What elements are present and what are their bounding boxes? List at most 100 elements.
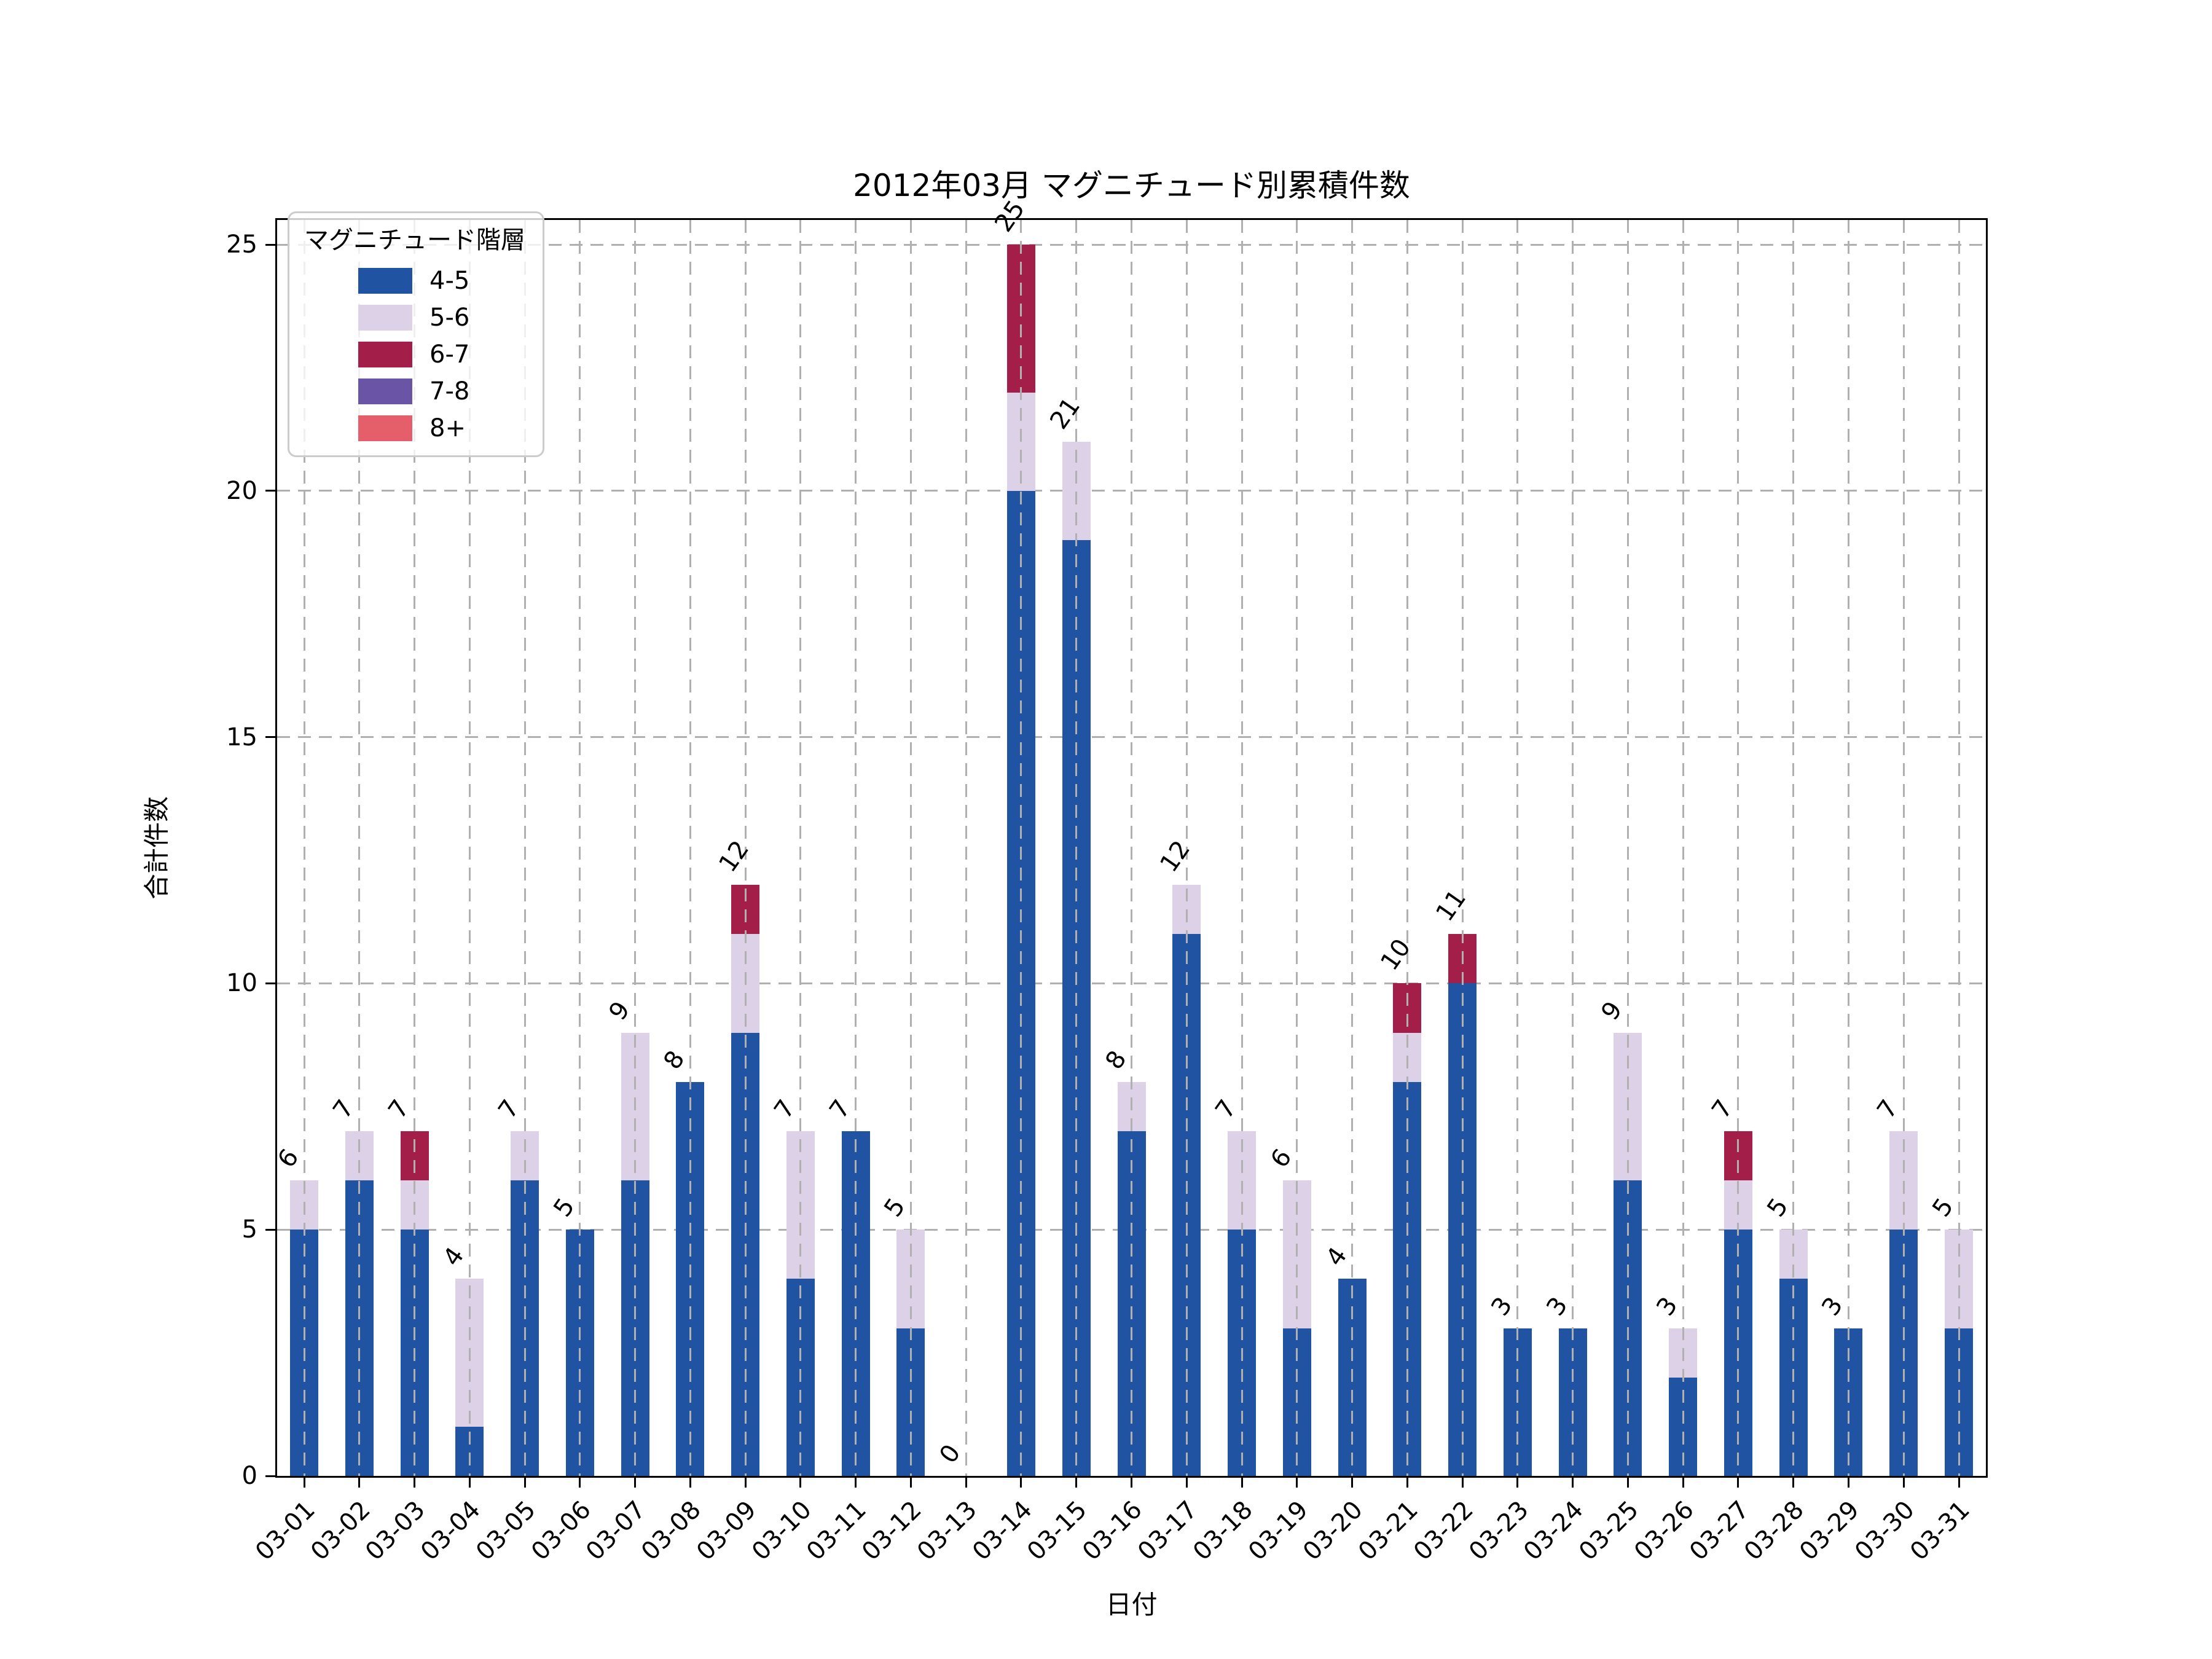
x-tick-label-text: 03-24	[1518, 1496, 1590, 1566]
x-tick-03-21	[1406, 1478, 1408, 1488]
x-tick-label-text: 03-29	[1794, 1496, 1865, 1566]
x-tick-label-text: 03-06	[525, 1496, 597, 1566]
x-tick-03-02	[358, 1478, 361, 1488]
v-gridline-03-04	[468, 220, 471, 1476]
y-tick-label-5: 5	[241, 1215, 257, 1244]
bar-total-label-03-30: 7	[1872, 1094, 1904, 1124]
x-tick-label-text: 03-30	[1849, 1496, 1920, 1566]
bar-total-label-03-07: 9	[603, 996, 636, 1026]
x-tick-03-28	[1792, 1478, 1795, 1488]
x-tick-03-01	[303, 1478, 305, 1488]
bar-total-label-03-05: 7	[493, 1094, 525, 1124]
bar-total-label-03-15: 21	[1045, 392, 1086, 434]
bar-total-label-03-13: 0	[934, 1439, 967, 1469]
x-tick-label-text: 03-14	[967, 1496, 1038, 1566]
v-gridline-03-21	[1406, 220, 1408, 1476]
v-gridline-03-31	[1958, 220, 1960, 1476]
y-tick-0	[265, 1475, 275, 1477]
x-tick-label-text: 03-10	[746, 1496, 817, 1566]
v-gridline-03-30	[1902, 220, 1905, 1476]
x-tick-label-text: 03-07	[581, 1496, 652, 1566]
x-tick-03-13	[965, 1478, 967, 1488]
v-gridline-03-17	[1185, 220, 1188, 1476]
bar-total-label-03-26: 3	[1651, 1292, 1684, 1321]
bar-total-label-03-27: 7	[1706, 1094, 1739, 1124]
v-gridline-03-10	[799, 220, 802, 1476]
x-tick-03-24	[1572, 1478, 1574, 1488]
v-gridline-03-15	[1075, 220, 1078, 1476]
v-gridline-03-24	[1572, 220, 1574, 1476]
x-tick-03-30	[1902, 1478, 1905, 1488]
legend-label-8+: 8+	[429, 414, 466, 442]
v-gridline-03-20	[1351, 220, 1354, 1476]
y-tick-20	[265, 490, 275, 492]
v-gridline-03-22	[1461, 220, 1464, 1476]
bar-total-label-03-23: 3	[1486, 1292, 1518, 1321]
y-tick-label-0: 0	[241, 1462, 257, 1490]
v-gridline-03-07	[634, 220, 637, 1476]
x-tick-label-text: 03-04	[415, 1496, 486, 1566]
legend-item-5-6: 5-6	[302, 304, 530, 331]
legend-label-7-8: 7-8	[429, 377, 470, 406]
x-tick-label-text: 03-08	[636, 1496, 707, 1566]
legend-items: 4-5 5-6 6-7 7-8 8+	[302, 267, 530, 442]
bar-total-label-03-22: 11	[1430, 885, 1472, 927]
bar-total-label-03-19: 6	[1265, 1143, 1298, 1174]
x-tick-label-text: 03-26	[1628, 1496, 1700, 1566]
x-tick-03-27	[1737, 1478, 1739, 1488]
x-tick-label-text: 03-01	[249, 1496, 321, 1566]
y-tick-5	[265, 1228, 275, 1231]
bar-total-label-03-24: 3	[1540, 1292, 1574, 1321]
bar-total-label-03-08: 8	[658, 1045, 691, 1075]
bar-total-label-03-28: 5	[1762, 1193, 1794, 1223]
x-tick-03-10	[799, 1478, 802, 1488]
x-tick-label-text: 03-02	[305, 1496, 376, 1566]
legend-item-7-8: 7-8	[302, 378, 530, 405]
v-gridline-03-02	[358, 220, 361, 1476]
legend-swatch-7-8	[358, 378, 412, 404]
x-tick-label-text: 03-13	[911, 1496, 982, 1566]
x-tick-label-text: 03-22	[1408, 1496, 1479, 1566]
v-gridline-03-26	[1682, 220, 1684, 1476]
bar-total-label-03-09: 12	[713, 836, 755, 878]
bar-total-label-03-21: 10	[1375, 934, 1417, 976]
x-tick-label-text: 03-16	[1077, 1496, 1148, 1566]
bar-total-label-03-16: 8	[1099, 1045, 1132, 1075]
x-tick-03-06	[579, 1478, 581, 1488]
bar-total-label-03-20: 4	[1320, 1242, 1353, 1272]
legend-swatch-6-7	[358, 342, 412, 367]
x-tick-label-text: 03-03	[360, 1496, 431, 1566]
v-gridline-03-27	[1737, 220, 1739, 1476]
x-tick-label-text: 03-15	[1022, 1496, 1093, 1566]
x-tick-03-08	[689, 1478, 691, 1488]
x-tick-label-text: 03-21	[1353, 1496, 1424, 1566]
bar-total-label-03-11: 7	[823, 1094, 857, 1124]
x-tick-label-text: 03-19	[1242, 1496, 1314, 1566]
v-gridline-03-13	[965, 220, 967, 1476]
x-tick-03-11	[855, 1478, 857, 1488]
legend-label-6-7: 6-7	[429, 340, 470, 369]
y-tick-label-25: 25	[226, 230, 257, 259]
x-tick-03-26	[1682, 1478, 1684, 1488]
x-tick-label-text: 03-25	[1574, 1496, 1644, 1566]
x-tick-03-09	[744, 1478, 747, 1488]
legend-label-5-6: 5-6	[429, 304, 470, 332]
bar-total-label-03-03: 7	[382, 1094, 415, 1124]
legend-swatch-4-5	[358, 268, 412, 294]
y-tick-10	[265, 982, 275, 984]
bar-total-label-03-02: 7	[327, 1094, 360, 1124]
x-tick-03-31	[1958, 1478, 1960, 1488]
x-tick-label-text: 03-27	[1684, 1496, 1755, 1566]
x-tick-03-18	[1241, 1478, 1243, 1488]
bar-total-label-03-10: 7	[769, 1094, 801, 1124]
x-tick-03-07	[634, 1478, 637, 1488]
legend-swatch-5-6	[358, 305, 412, 331]
x-axis-label: 日付	[1105, 1590, 1158, 1620]
x-tick-03-20	[1351, 1478, 1354, 1488]
x-tick-03-14	[1020, 1478, 1022, 1488]
x-tick-label-text: 03-31	[1904, 1496, 1975, 1566]
bar-total-label-03-06: 5	[548, 1193, 581, 1223]
v-gridline-03-03	[414, 220, 416, 1476]
y-tick-label-15: 15	[226, 723, 257, 751]
y-axis-label: 合計件数	[141, 796, 172, 900]
